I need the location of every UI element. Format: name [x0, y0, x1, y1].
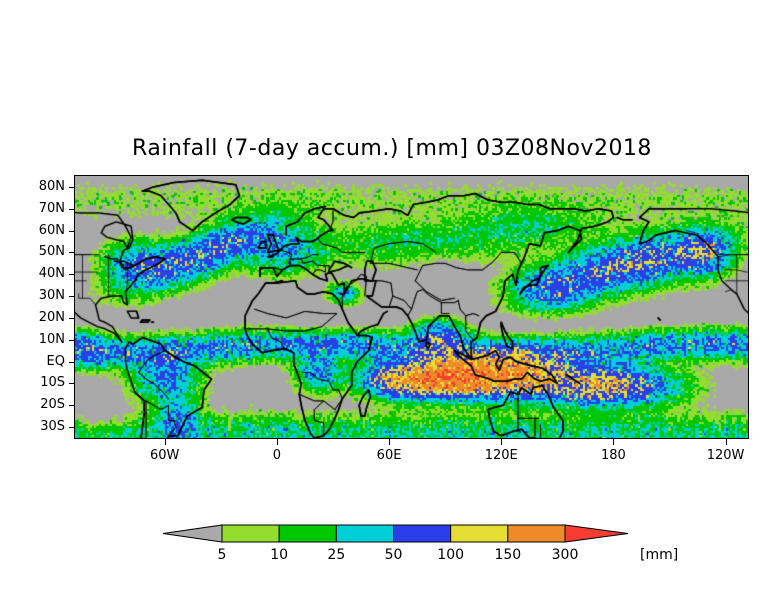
longitude-tick	[725, 439, 727, 445]
longitude-tick-label: 60W	[150, 448, 180, 463]
longitude-tick-label: 120W	[706, 448, 745, 463]
longitude-tick-label: 120E	[484, 448, 518, 463]
colorbar-units-label: [mm]	[640, 547, 679, 563]
longitude-tick-label: 60E	[376, 448, 402, 463]
colorbar-level-label: 5	[217, 547, 227, 563]
colorbar-level-label: 10	[270, 547, 289, 563]
latitude-tick	[69, 296, 75, 298]
latitude-tick	[69, 427, 75, 429]
latitude-tick-label: 10N	[38, 331, 65, 347]
longitude-tick	[164, 439, 166, 445]
latitude-tick-label: 10S	[40, 375, 65, 391]
longitude-tick	[389, 439, 391, 445]
map-panel[interactable]	[74, 175, 749, 439]
longitude-tick	[613, 439, 615, 445]
latitude-tick-label: 20N	[38, 309, 65, 325]
longitude-tick	[276, 439, 278, 445]
colorbar-level-label: 25	[327, 547, 346, 563]
latitude-tick	[69, 274, 75, 276]
latitude-tick-label: 30N	[38, 288, 65, 304]
colorbar-level-label: 150	[494, 547, 522, 563]
colorbar: [mm] 5 10 25 50 100 150 300	[0, 519, 784, 579]
longitude-tick-label: 180	[600, 448, 626, 463]
latitude-tick-label: EQ	[46, 353, 65, 369]
latitude-tick-label: 80N	[38, 178, 65, 194]
colorbar-band-150-300	[507, 524, 566, 543]
latitude-tick-label: 30S	[40, 419, 65, 435]
latitude-tick-label: 60N	[38, 222, 65, 238]
colorbar-band-25-50	[335, 524, 395, 543]
latitude-tick-label: 20S	[40, 397, 65, 413]
latitude-tick	[69, 383, 75, 385]
colorbar-band-below-5	[162, 524, 223, 543]
colorbar-swatches	[162, 524, 629, 543]
colorbar-level-label: 50	[384, 547, 403, 563]
colorbar-level-label: 300	[551, 547, 579, 563]
rainfall-map-canvas[interactable]	[75, 176, 748, 438]
latitude-tick	[69, 230, 75, 232]
longitude-tick-label: 0	[272, 448, 282, 463]
colorbar-band-above-300	[564, 524, 629, 543]
colorbar-band-10-25	[278, 524, 337, 543]
latitude-tick	[69, 361, 75, 363]
latitude-tick	[69, 339, 75, 341]
colorbar-band-100-150	[450, 524, 509, 543]
colorbar-band-50-100	[393, 524, 452, 543]
latitude-tick	[69, 252, 75, 254]
latitude-tick	[69, 208, 75, 210]
latitude-tick	[69, 317, 75, 319]
colorbar-band-5-10	[221, 524, 280, 543]
latitude-tick	[69, 405, 75, 407]
latitude-tick-label: 50N	[38, 244, 65, 260]
longitude-tick	[501, 439, 503, 445]
page-title: Rainfall (7-day accum.) [mm] 03Z08Nov201…	[132, 136, 652, 161]
latitude-tick	[69, 186, 75, 188]
latitude-tick-label: 40N	[38, 266, 65, 282]
colorbar-level-label: 100	[437, 547, 465, 563]
latitude-tick-label: 70N	[38, 200, 65, 216]
